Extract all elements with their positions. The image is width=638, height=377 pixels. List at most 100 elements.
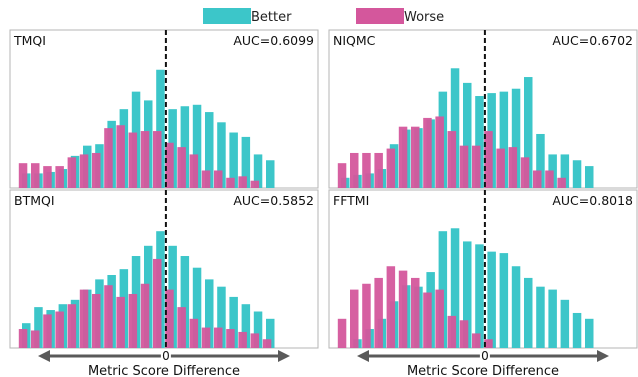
bar-worse — [79, 154, 89, 188]
bar-worse — [238, 331, 247, 348]
bar-worse — [423, 117, 432, 188]
bar-better — [450, 68, 460, 188]
bar-better — [241, 136, 251, 188]
bar-worse — [177, 307, 186, 348]
bar-worse — [226, 329, 235, 348]
bar-worse — [18, 163, 28, 188]
bar-worse — [128, 293, 138, 348]
bar-worse — [250, 180, 260, 188]
bar-worse — [411, 277, 420, 348]
bar-better — [475, 96, 484, 188]
bar-worse — [43, 166, 52, 188]
bar-better — [180, 256, 190, 348]
x-axis-label: Metric Score Difference — [88, 364, 240, 377]
bar-worse — [189, 318, 199, 348]
bar-better — [511, 88, 521, 188]
bar-worse — [67, 304, 77, 348]
bar-worse — [374, 277, 383, 348]
bar-worse — [398, 270, 408, 348]
bar-worse — [214, 170, 223, 188]
panel-title: BTMQI — [14, 193, 55, 208]
bar-better — [205, 279, 214, 348]
bar-worse — [177, 147, 186, 188]
auc-annotation: AUC=0.8018 — [552, 193, 633, 208]
bar-worse — [337, 318, 347, 348]
bar-worse — [520, 157, 530, 188]
bar-worse — [43, 314, 52, 348]
bar-better — [536, 133, 545, 188]
bar-worse — [398, 126, 408, 188]
bar-better — [266, 318, 275, 348]
zero-tick-label: 0 — [481, 349, 489, 363]
bar-worse — [545, 170, 554, 188]
bar-worse — [92, 152, 101, 188]
panel-title: NIQMC — [333, 33, 376, 48]
bar-better — [487, 251, 496, 348]
bar-better — [156, 69, 165, 188]
bar-worse — [165, 289, 174, 348]
bar-worse — [362, 283, 371, 348]
bar-worse — [459, 145, 469, 188]
bar-worse — [411, 126, 420, 188]
bar-worse — [31, 163, 40, 188]
bar-worse — [116, 296, 125, 348]
panel-niqmc: NIQMC AUC=0.6702 — [328, 29, 638, 189]
bar-worse — [67, 157, 77, 188]
bar-worse — [557, 177, 566, 188]
legend-label-worse: Worse — [404, 10, 444, 25]
bar-worse — [350, 152, 359, 188]
zero-label-bg — [479, 349, 490, 362]
bar-worse — [201, 327, 211, 348]
bar-worse — [472, 145, 481, 188]
bar-worse — [386, 148, 396, 188]
bar-worse — [435, 116, 444, 188]
bar-better — [229, 296, 238, 348]
bar-better — [450, 228, 460, 348]
bar-worse — [92, 293, 101, 348]
bar-worse — [533, 170, 542, 188]
bar-worse — [374, 152, 383, 188]
legend: Better Worse — [203, 8, 444, 25]
bar-worse — [140, 283, 150, 348]
x-axis-label: Metric Score Difference — [407, 364, 559, 377]
panel-title: TMQI — [13, 33, 46, 48]
bar-worse — [496, 148, 505, 188]
bar-worse — [435, 289, 444, 348]
bar-worse — [238, 176, 247, 188]
bar-better — [548, 289, 557, 348]
bar-worse — [214, 327, 223, 348]
bar-worse — [165, 142, 174, 188]
auc-annotation: AUC=0.6099 — [233, 33, 314, 48]
bar-worse — [226, 177, 235, 188]
bar-worse — [189, 154, 199, 188]
bar-worse — [153, 258, 162, 348]
bar-worse — [447, 131, 457, 188]
bar-worse — [484, 339, 493, 348]
bar-worse — [79, 289, 89, 348]
panel-tmqi: TMQI AUC=0.6099 — [9, 29, 319, 189]
legend-swatch-better — [203, 8, 251, 24]
legend-label-better: Better — [251, 10, 292, 25]
auc-annotation: AUC=0.5852 — [233, 193, 314, 208]
bar-better — [253, 311, 263, 348]
bar-worse — [201, 170, 211, 188]
bar-worse — [18, 329, 28, 348]
bar-better — [229, 132, 238, 188]
bar-better — [511, 266, 521, 348]
bar-better — [572, 312, 582, 348]
axis-arrow-right — [597, 350, 609, 362]
axis-arrow-left — [357, 350, 369, 362]
bar-better — [560, 154, 570, 188]
panel-title: FFTMI — [333, 193, 369, 208]
bar-worse — [31, 330, 40, 348]
bar-better — [499, 253, 509, 348]
bar-worse — [153, 131, 162, 188]
bar-better — [205, 112, 214, 188]
bar-better — [536, 286, 545, 348]
bar-better — [253, 154, 263, 188]
auc-annotation: AUC=0.6702 — [552, 33, 633, 48]
bar-worse — [459, 320, 469, 348]
